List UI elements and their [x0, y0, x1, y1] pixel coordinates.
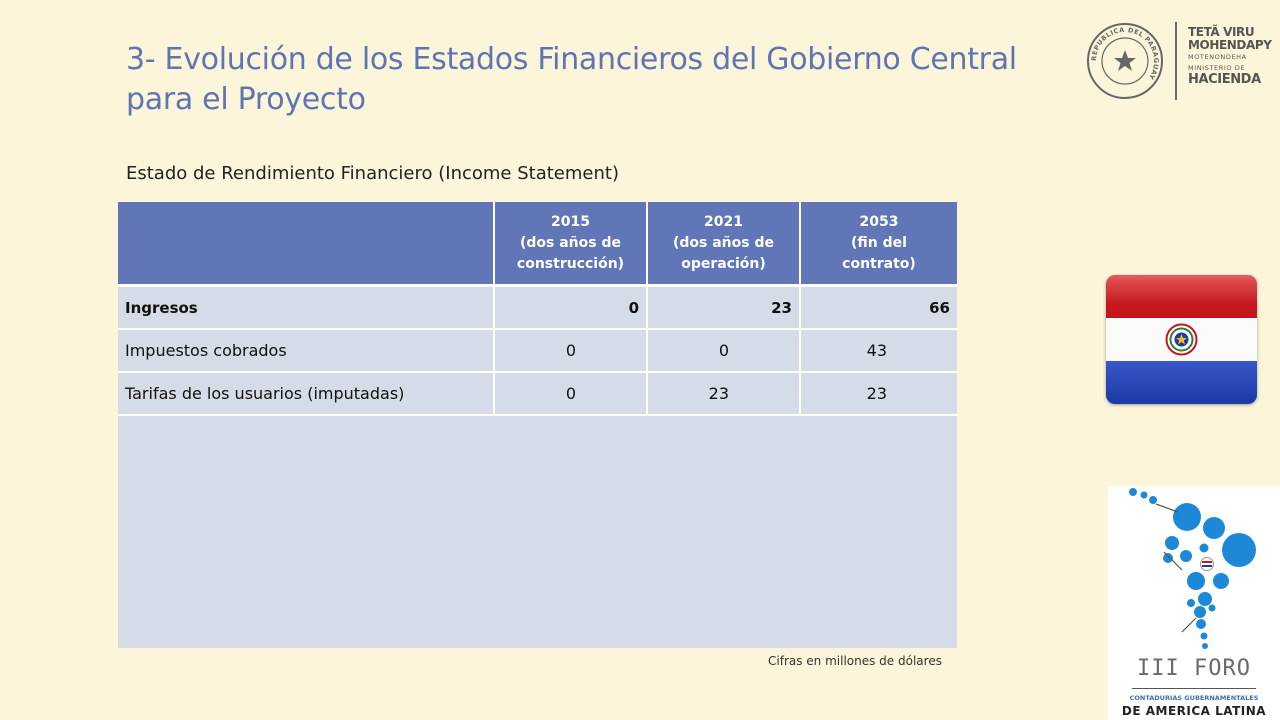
header-desc: contrato) [842, 255, 916, 272]
foro-region: DE AMERICA LATINA [1121, 704, 1267, 718]
cell-2015: 0 [494, 285, 648, 330]
logo-separator [1175, 22, 1177, 100]
row-label: Ingresos [118, 285, 495, 330]
republic-seal-icon: REPUBLICA DEL PARAGUAY [1087, 23, 1163, 99]
table-row-ingresos: Ingresos 0 23 66 [118, 285, 957, 330]
brand-line: HACIENDA [1188, 72, 1261, 87]
cell-2021: 0 [647, 329, 801, 373]
foro-divider [1132, 688, 1256, 689]
cell-2053: 23 [800, 372, 957, 416]
brand-line: MOTENONDEHA [1188, 53, 1247, 61]
header-desc: (fin del [851, 234, 907, 251]
income-statement-table: 2015 (dos años de construcción) 2021 (do… [118, 202, 957, 648]
foro-subtitle: CONTADURIAS GUBERNAMENTALES [1129, 694, 1259, 702]
cell-2021: 23 [647, 285, 801, 330]
header-label-cell [118, 202, 495, 287]
foro-logo: III FORO CONTADURIAS GUBERNAMENTALES DE … [1108, 486, 1280, 720]
latin-america-dots-icon [1129, 488, 1256, 649]
brand-line: TETÃ VIRU [1188, 25, 1255, 39]
brand-line: MINISTERIO DE [1188, 64, 1246, 72]
units-note: Cifras en millones de dólares [768, 654, 942, 668]
header-2053: 2053 (fin del contrato) [800, 202, 957, 287]
header-year: 2015 [551, 213, 590, 230]
foro-title: III FORO [1137, 656, 1251, 681]
header-desc: construcción) [516, 255, 625, 272]
empty-cell [118, 415, 957, 648]
slide-subtitle: Estado de Rendimiento Financiero (Income… [126, 163, 619, 184]
table-empty-area [118, 415, 957, 648]
header-desc: (dos años de [672, 234, 774, 251]
header-year: 2053 [859, 213, 899, 230]
header-2021: 2021 (dos años de operación) [647, 202, 801, 287]
brand-line: MOHENDAPY [1188, 38, 1272, 52]
cell-2053: 43 [800, 329, 957, 373]
header-2015: 2015 (dos años de construcción) [494, 202, 648, 287]
header-desc: (dos años de [519, 234, 621, 251]
table-row-tarifas: Tarifas de los usuarios (imputadas) 0 23… [118, 372, 957, 416]
header-desc: operación) [681, 255, 766, 272]
cell-2021: 23 [647, 372, 801, 416]
flag-emblem-icon [1165, 323, 1198, 356]
ministry-brand: TETÃ VIRU MOHENDAPY MOTENONDEHA MINISTER… [1188, 25, 1280, 87]
cell-2053: 66 [800, 285, 957, 330]
cell-2015: 0 [494, 329, 648, 373]
slide-title: 3- Evolución de los Estados Financieros … [126, 42, 1017, 117]
cell-2015: 0 [494, 372, 648, 416]
row-label: Tarifas de los usuarios (imputadas) [118, 372, 495, 416]
row-label: Impuestos cobrados [118, 329, 495, 373]
header-year: 2021 [704, 213, 743, 230]
paraguay-flag-icon [1106, 275, 1257, 404]
table-row-impuestos: Impuestos cobrados 0 0 43 [118, 329, 957, 373]
table-header-row: 2015 (dos años de construcción) 2021 (do… [118, 202, 957, 287]
